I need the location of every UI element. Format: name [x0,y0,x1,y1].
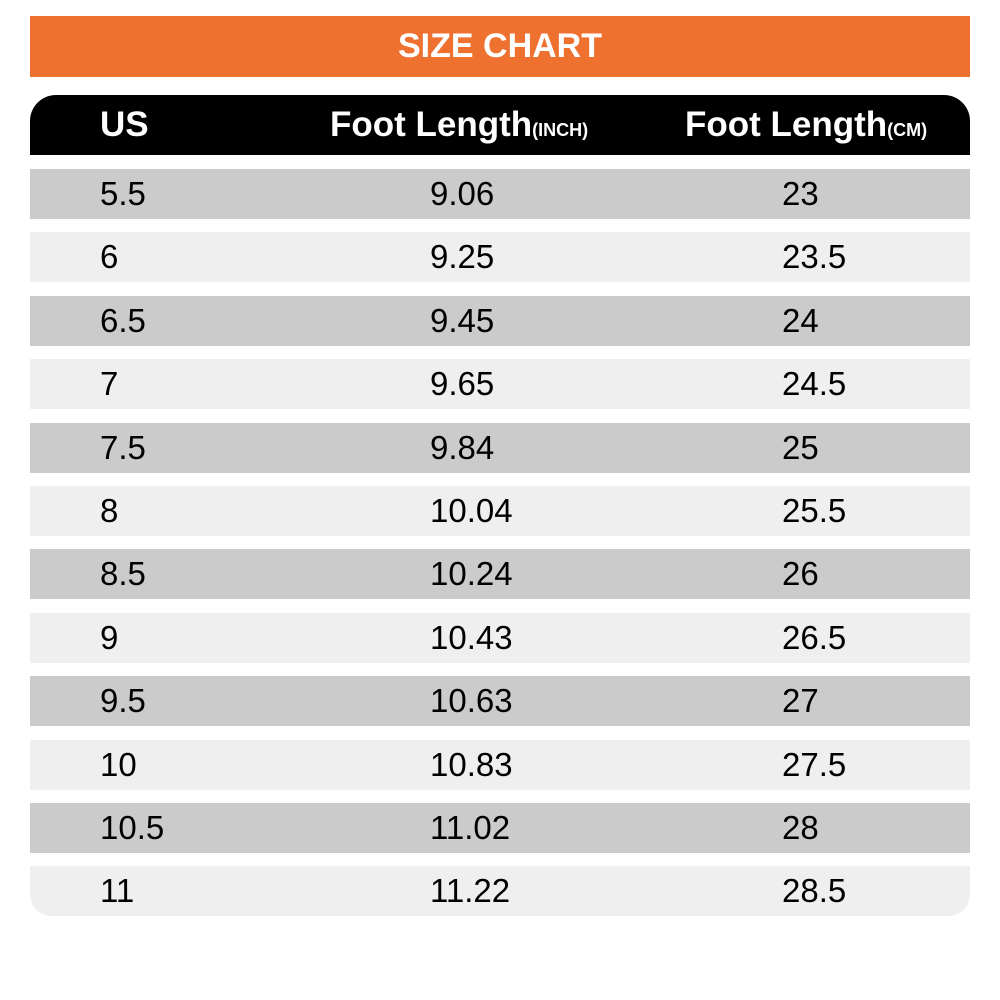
table-header: US Foot Length (INCH) Foot Length (CM) [30,95,970,155]
table-row: 11 11.22 28.5 [30,866,970,917]
title-banner: SIZE CHART [30,16,970,77]
table-cell: 25.5 [782,492,847,529]
table-cell: 8.5 [100,555,146,593]
table-cell: 5.5 [100,175,146,212]
table-cell: 26.5 [782,618,847,656]
table-cell: 10.24 [430,555,513,593]
table-cell: 25 [782,428,819,466]
table-cell: 6 [100,238,119,276]
table-cell: 23.5 [782,238,847,276]
table-cell: 27.5 [782,745,847,783]
table-row: 10 10.83 27.5 [30,739,970,790]
table-row: 6 9.25 23.5 [30,232,970,283]
table-cell: 10.5 [100,809,165,846]
table-row: 7 9.65 24.5 [30,359,970,410]
header-unit: (INCH) [532,119,589,140]
table-cell: 9.84 [430,428,495,466]
table-cell: 11.22 [430,872,511,910]
table-cell: 10.04 [430,492,513,529]
table-cell: 10.63 [430,682,513,720]
table-cell: 24 [782,301,819,339]
header-unit: (CM) [887,119,928,140]
table-cell: 11.02 [430,809,511,846]
table-cell: 27 [782,682,819,720]
table-row: 10.5 11.02 28 [30,803,970,853]
table-cell: 9.06 [430,175,495,212]
header-label: Foot Length [685,105,888,144]
header-cell: Foot Length (CM) [685,95,927,155]
table-cell: 9 [100,618,119,656]
table-cell: 6.5 [100,301,146,339]
header-cell: Foot Length (INCH) [330,95,588,155]
table-row: 6.5 9.45 24 [30,295,970,346]
table-cell: 10.83 [430,745,513,783]
table-cell: 9.25 [430,238,495,276]
table-cell: 10.43 [430,618,513,656]
title: SIZE CHART [398,27,602,65]
table-cell: 9.45 [430,301,495,339]
table-cell: 8 [100,492,119,529]
table-row: 5.5 9.06 23 [30,169,970,219]
table-row: 8.5 10.24 26 [30,549,970,600]
table-row: 9 10.43 26.5 [30,612,970,663]
header-label: US [100,105,149,144]
table-row: 9.5 10.63 27 [30,676,970,727]
table-cell: 28 [782,809,819,846]
table-cell: 9.65 [430,365,495,403]
table-cell: 28.5 [782,872,847,910]
table-row: 8 10.04 25.5 [30,486,970,536]
table-cell: 7.5 [100,428,146,466]
table-cell: 7 [100,365,119,403]
table-row: 7.5 9.84 25 [30,422,970,473]
table-cell: 11 [100,872,135,910]
table-cell: 9.5 [100,682,146,720]
table-cell: 26 [782,555,819,593]
table-cell: 10 [100,745,137,783]
table-cell: 23 [782,175,819,212]
table-cell: 24.5 [782,365,847,403]
header-cell: US [100,95,149,155]
header-label: Foot Length [330,105,533,144]
